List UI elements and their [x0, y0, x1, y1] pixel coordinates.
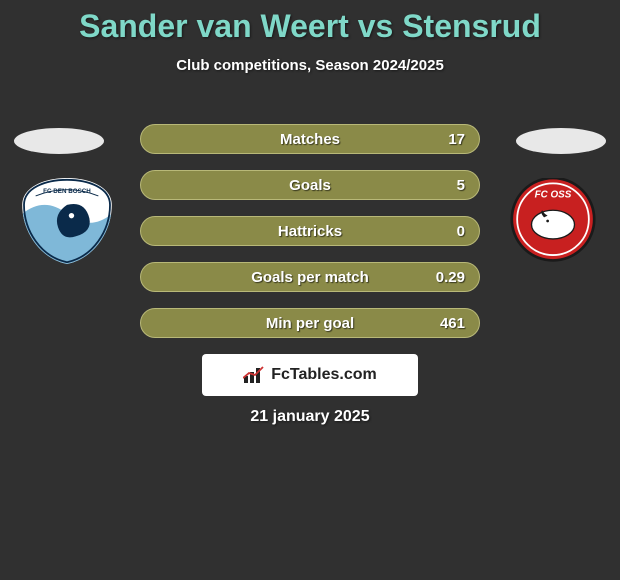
stat-label: Goals per match: [251, 269, 369, 286]
club-badge-right: FC OSS: [508, 178, 598, 264]
stat-value-right: 5: [457, 177, 465, 194]
footer-date: 21 january 2025: [0, 408, 620, 426]
stat-value-right: 17: [448, 131, 465, 148]
stat-row: Goals 5: [140, 170, 480, 200]
stat-row: Hattricks 0: [140, 216, 480, 246]
club-badge-left-svg: FC DEN BOSCH: [22, 178, 112, 264]
club-badge-right-svg: FC OSS: [508, 178, 598, 264]
stat-label: Matches: [280, 131, 340, 148]
stats-list: Matches 17 Goals 5 Hattricks 0 Goals per…: [140, 124, 480, 338]
comparison-title: Sander van Weert vs Stensrud: [0, 0, 620, 45]
stat-value-right: 0.29: [436, 269, 465, 286]
stat-label: Goals: [289, 177, 331, 194]
stat-row: Min per goal 461: [140, 308, 480, 338]
stat-value-right: 461: [440, 315, 465, 332]
footer-brand-text: FcTables.com: [271, 366, 377, 384]
stat-label: Min per goal: [266, 315, 354, 332]
club-badge-left: FC DEN BOSCH: [22, 178, 112, 264]
footer-brand-badge: FcTables.com: [202, 354, 418, 396]
chart-icon: [243, 366, 265, 384]
stat-row: Matches 17: [140, 124, 480, 154]
comparison-subtitle: Club competitions, Season 2024/2025: [0, 57, 620, 74]
club-name-right: FC OSS: [535, 190, 572, 201]
stat-row: Goals per match 0.29: [140, 262, 480, 292]
stat-value-right: 0: [457, 223, 465, 240]
stat-label: Hattricks: [278, 223, 342, 240]
club-name-left: FC DEN BOSCH: [43, 188, 91, 195]
player-photo-left-placeholder: [14, 128, 104, 154]
player-photo-right-placeholder: [516, 128, 606, 154]
